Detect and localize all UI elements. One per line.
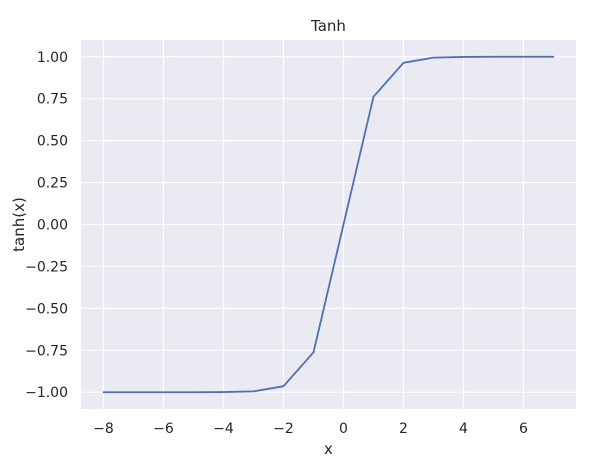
grid-lines (81, 40, 576, 409)
chart-title: Tanh (310, 17, 346, 35)
y-tick-label: −0.50 (25, 301, 68, 317)
series-line (102, 55, 555, 394)
y-tick-labels: 1.00 0.75 0.50 0.25 0.00 −0.25 −0.50 −0.75 −1.00 (25, 50, 68, 401)
y-tick-label: 0.25 (37, 176, 68, 192)
y-tick-label: 1.00 (37, 50, 68, 66)
x-tick-label: −6 (153, 421, 174, 437)
x-tick-label: 2 (399, 421, 408, 437)
series-layer (102, 55, 555, 394)
y-tick-label: 0.50 (37, 134, 68, 150)
x-tick-label: −2 (273, 421, 294, 437)
y-tick-label: 0.00 (37, 218, 68, 234)
y-tick-label: −1.00 (25, 385, 68, 401)
y-axis-label: tanh(x) (10, 197, 28, 252)
y-tick-label: 0.75 (37, 92, 68, 108)
x-tick-label: 4 (459, 421, 468, 437)
x-tick-label: −4 (213, 421, 234, 437)
x-tick-label: 0 (339, 421, 348, 437)
x-axis-label: x (324, 440, 333, 458)
x-tick-label: 6 (519, 421, 528, 437)
y-tick-label: −0.25 (25, 259, 68, 275)
y-tick-label: −0.75 (25, 343, 68, 359)
x-tick-label: −8 (93, 421, 114, 437)
x-tick-labels: −8 −6 −4 −2 0 2 4 6 (93, 421, 528, 437)
